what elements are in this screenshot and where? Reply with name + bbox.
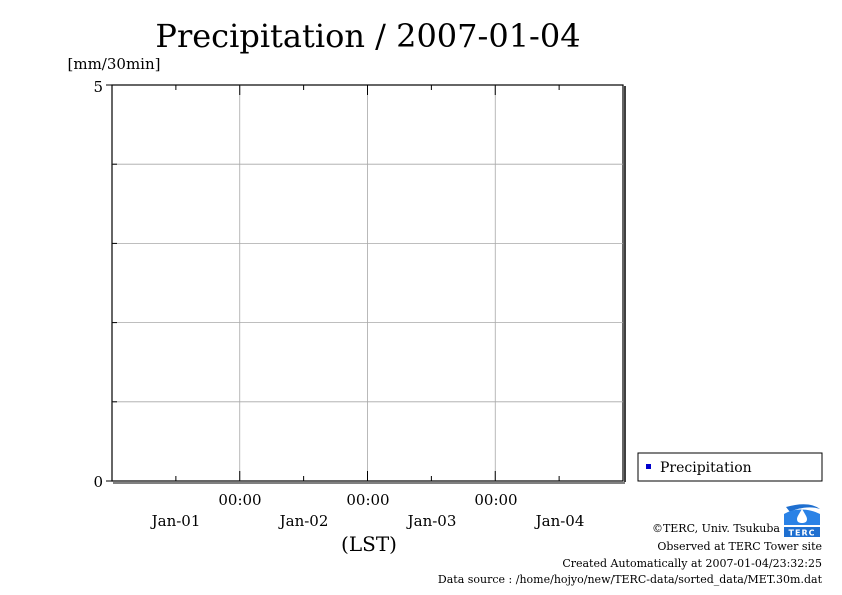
chart-title: Precipitation / 2007-01-04 [155, 17, 580, 55]
x-axis-label: (LST) [341, 532, 397, 556]
footer-site: Observed at TERC Tower site [657, 540, 822, 553]
y-tick-label-bottom: 0 [93, 473, 103, 491]
y-axis-label: [mm/30min] [68, 55, 161, 73]
x-tick-date-1: Jan-01 [150, 512, 201, 530]
footer-copyright: ©TERC, Univ. Tsukuba [652, 522, 780, 535]
x-tick-date-4: Jan-04 [534, 512, 585, 530]
x-tick-time-3: 00:00 [474, 491, 517, 509]
x-tick-time-1: 00:00 [218, 491, 261, 509]
terc-logo: TERC [784, 504, 820, 538]
legend-marker [646, 464, 651, 469]
axis-ticks [106, 84, 560, 482]
legend-box [637, 452, 823, 482]
legend: Precipitation [637, 452, 823, 482]
terc-logo-swoosh [786, 504, 820, 512]
x-tick-date-3: Jan-03 [406, 512, 457, 530]
footer-created: Created Automatically at 2007-01-04/23:3… [562, 557, 822, 570]
grid-lines [112, 85, 623, 481]
x-tick-time-2: 00:00 [346, 491, 389, 509]
terc-logo-drop [797, 509, 807, 523]
x-tick-labels: 00:00 00:00 00:00 Jan-01 Jan-02 Jan-03 J… [150, 491, 585, 530]
terc-logo-band [784, 527, 820, 537]
y-tick-label-top: 5 [93, 78, 103, 96]
footer-source: Data source : /home/hojyo/new/TERC-data/… [438, 573, 823, 586]
terc-logo-text: TERC [789, 529, 816, 538]
legend-label: Precipitation [660, 460, 752, 476]
plot-area [106, 84, 626, 484]
x-tick-date-2: Jan-02 [278, 512, 329, 530]
